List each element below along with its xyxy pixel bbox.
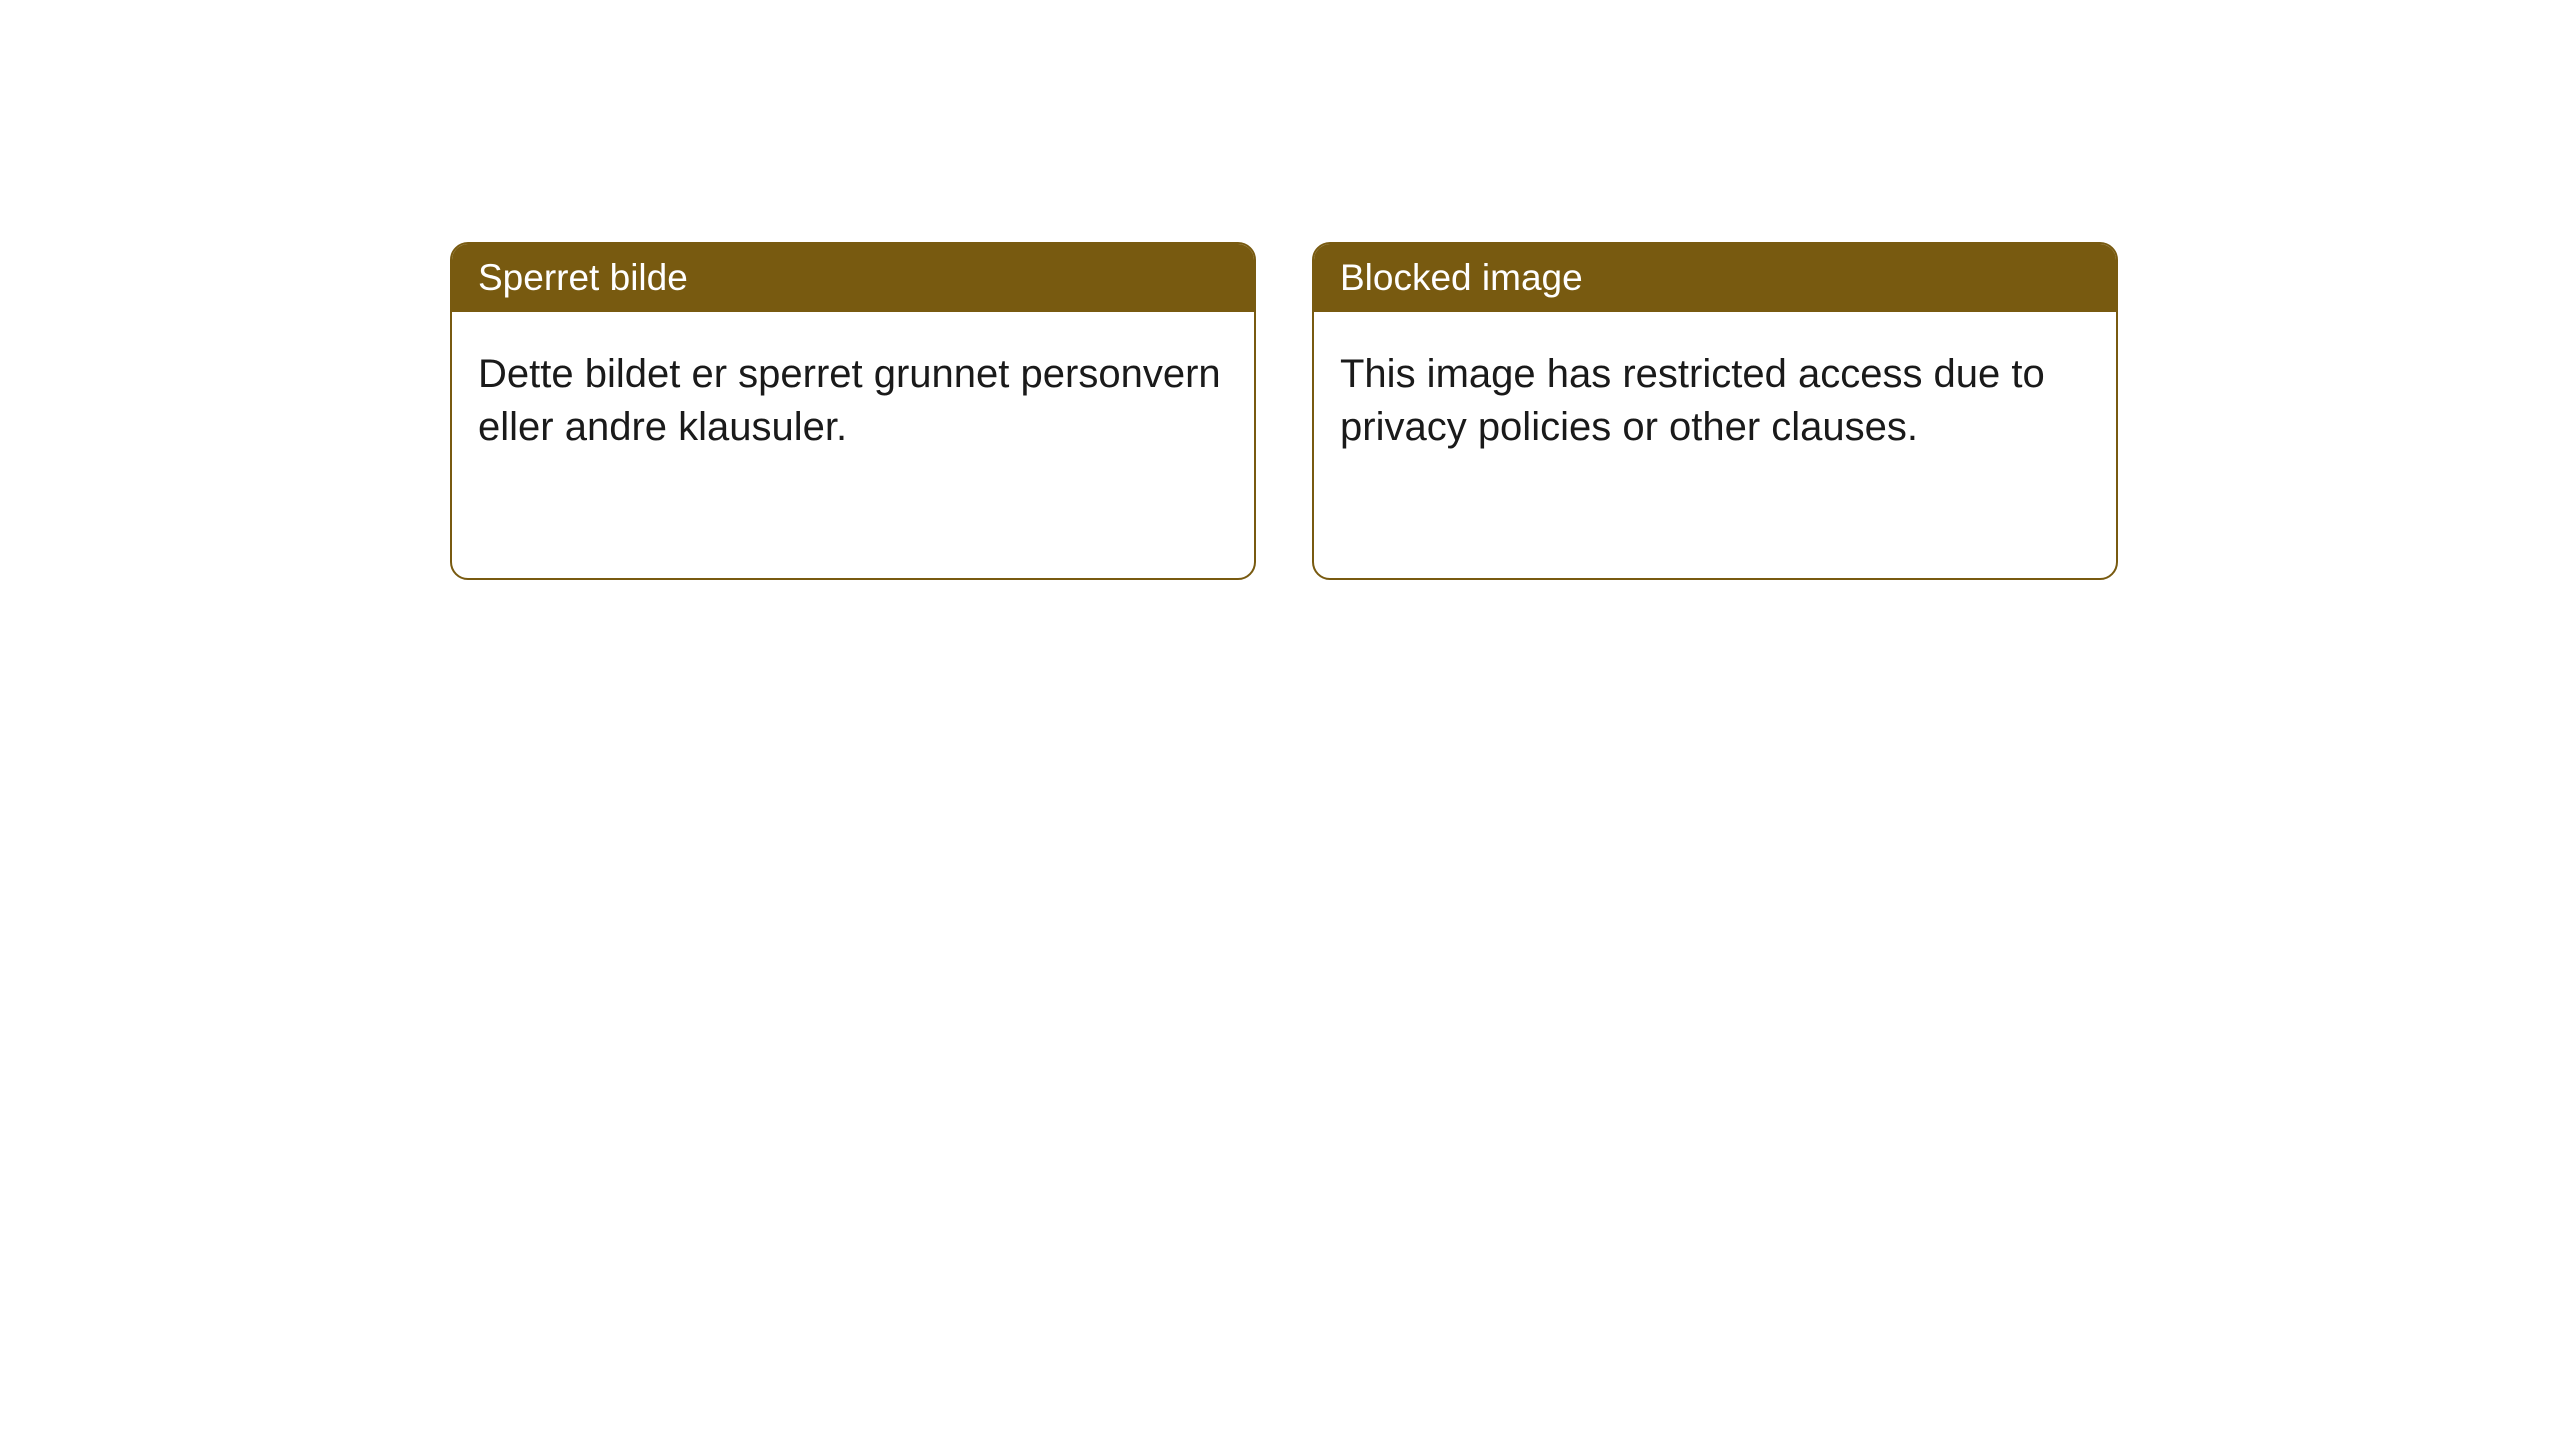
notice-title-english: Blocked image [1314,244,2116,312]
notice-title-norwegian: Sperret bilde [452,244,1254,312]
blocked-image-notices: Sperret bilde Dette bildet er sperret gr… [450,242,2118,580]
notice-message-english: This image has restricted access due to … [1314,312,2116,490]
notice-card-norwegian: Sperret bilde Dette bildet er sperret gr… [450,242,1256,580]
notice-message-norwegian: Dette bildet er sperret grunnet personve… [452,312,1254,490]
notice-card-english: Blocked image This image has restricted … [1312,242,2118,580]
